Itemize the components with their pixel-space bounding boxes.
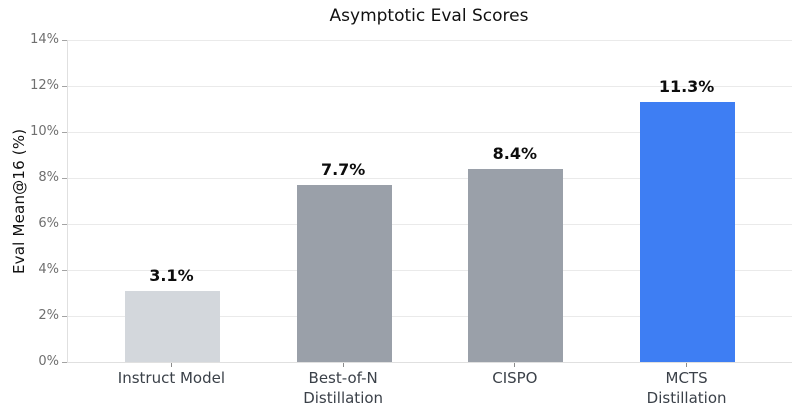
y-tick-mark	[62, 223, 67, 225]
gridline	[68, 85, 792, 87]
gridline	[68, 223, 792, 225]
y-tick-mark	[62, 361, 67, 363]
x-category-label: CISPO	[492, 369, 538, 387]
x-tick-mark	[514, 363, 516, 367]
bar-best-of-n-distillation	[296, 184, 392, 362]
y-tick-mark	[62, 39, 67, 41]
gridline	[68, 315, 792, 317]
gridline	[68, 131, 792, 133]
y-tick-label: 0%	[38, 354, 59, 369]
bar-instruct-model	[124, 290, 220, 362]
plot-area	[67, 39, 792, 363]
bar-value-label: 3.1%	[149, 265, 194, 285]
bar-value-label: 7.7%	[320, 159, 366, 179]
y-tick-mark	[62, 269, 67, 271]
x-category-label: Instruct Model	[117, 369, 226, 387]
gridline	[68, 177, 792, 179]
bar-value-label: 8.4%	[492, 143, 538, 163]
y-tick-mark	[62, 85, 67, 87]
y-tick-mark	[62, 315, 67, 317]
y-tick-label: 10%	[30, 124, 59, 139]
x-category-label: Best-of-N Distillation	[303, 369, 384, 407]
y-tick-mark	[62, 131, 67, 133]
y-tick-label: 12%	[30, 78, 59, 93]
y-tick-label: 8%	[38, 170, 59, 185]
bar-mcts-distillation	[640, 102, 736, 362]
y-tick-label: 6%	[38, 216, 59, 231]
x-tick-mark	[342, 363, 344, 367]
y-tick-label: 14%	[30, 32, 59, 47]
y-tick-mark	[62, 177, 67, 179]
bar-cispo	[468, 168, 564, 362]
gridline	[68, 269, 792, 271]
gridline	[68, 39, 792, 41]
chart-title: Asymptotic Eval Scores	[329, 6, 529, 26]
x-tick-mark	[170, 363, 172, 367]
x-tick-mark	[686, 363, 688, 367]
y-tick-label: 2%	[38, 308, 59, 323]
x-category-label: MCTS Distillation	[646, 369, 727, 407]
bar-value-label: 11.3%	[658, 77, 715, 97]
y-tick-label: 4%	[38, 262, 59, 277]
